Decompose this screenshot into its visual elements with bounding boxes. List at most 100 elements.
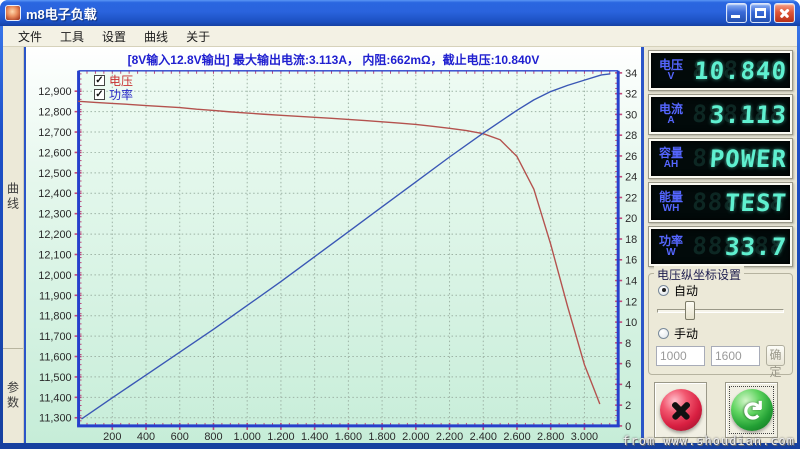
refresh-icon: ↻	[730, 389, 773, 431]
svg-text:32: 32	[625, 89, 637, 101]
app-icon	[5, 5, 21, 21]
svg-text:34: 34	[625, 68, 637, 80]
svg-text:600: 600	[171, 431, 189, 440]
readout-power-value: 33.7	[724, 232, 788, 261]
window-title: m8电子负载	[26, 6, 97, 22]
svg-text:8: 8	[625, 338, 631, 350]
group-title: 电压纵坐标设置	[654, 266, 745, 283]
title-bar: m8电子负载	[0, 0, 800, 26]
radio-auto-label: 自动	[674, 283, 699, 298]
readout-capacity-value: POWER	[708, 144, 788, 173]
menu-item-tools[interactable]: 工具	[60, 29, 85, 44]
watermark: from www.shoudian.com	[622, 434, 795, 448]
readout-voltage-unit: V	[667, 70, 675, 82]
menu-item-curve[interactable]: 曲线	[144, 29, 169, 44]
svg-text:12,900: 12,900	[38, 86, 71, 98]
legend-checkbox-power[interactable]: ✓	[94, 88, 105, 100]
radio-manual-label: 手动	[674, 326, 699, 341]
svg-text:20: 20	[625, 213, 637, 225]
svg-text:1,600: 1,600	[335, 431, 362, 440]
readout-current-label: 电流	[658, 101, 683, 116]
svg-text:24: 24	[625, 172, 637, 184]
refresh-button[interactable]: ↻	[725, 382, 778, 438]
svg-text:30: 30	[625, 109, 637, 121]
slider-groove	[657, 309, 784, 313]
sidebar-tab-params[interactable]: 参数	[5, 380, 20, 411]
voltage-axis-settings-group: 电压纵坐标设置 自动 手动 确定	[648, 266, 793, 379]
radio-auto[interactable]	[658, 284, 669, 296]
svg-text:12,300: 12,300	[38, 209, 71, 221]
svg-text:800: 800	[204, 431, 222, 440]
axis-max-input[interactable]	[711, 345, 760, 366]
readout-capacity-unit: AH	[663, 158, 679, 170]
close-button[interactable]	[774, 3, 795, 23]
readout-power: 功率 W 888888 33.7	[648, 226, 793, 267]
chart-canvas: 12,900 12,800 12,700 12,600 12,500 12,400 12,3…	[38, 68, 637, 440]
readout-power-unit: W	[666, 246, 676, 258]
svg-text:400: 400	[137, 431, 155, 440]
svg-text:12,700: 12,700	[38, 127, 71, 139]
svg-text:12,200: 12,200	[38, 229, 71, 241]
svg-text:2,600: 2,600	[503, 431, 530, 440]
svg-text:12,100: 12,100	[38, 249, 71, 261]
svg-text:11,600: 11,600	[39, 351, 72, 363]
svg-text:22: 22	[625, 192, 637, 204]
svg-text:12: 12	[625, 296, 637, 308]
svg-text:12,500: 12,500	[38, 168, 71, 180]
svg-text:4: 4	[625, 379, 631, 391]
readout-voltage-value: 10.840	[693, 56, 788, 85]
axis-min-input[interactable]	[656, 345, 705, 366]
legend-label-power: 功率	[109, 87, 134, 102]
readout-energy-value: TEST	[724, 188, 788, 217]
sidebar-tab-curve[interactable]: 曲线	[3, 47, 23, 349]
right-panel: 电压 V 888888 10.840 电流 A 888888 3.113 容量 AH 88…	[644, 47, 797, 443]
stop-button[interactable]	[654, 382, 707, 438]
legend-label-voltage: 电压	[109, 73, 134, 88]
svg-text:1,800: 1,800	[368, 431, 395, 440]
slider-thumb[interactable]	[684, 301, 695, 320]
readout-voltage: 电压 V 888888 10.840	[648, 50, 793, 91]
minimize-button[interactable]	[726, 3, 747, 23]
svg-text:12,600: 12,600	[38, 147, 71, 159]
maximize-button[interactable]	[750, 3, 771, 23]
action-buttons: ↻	[648, 382, 793, 438]
readout-capacity-label: 容量	[658, 145, 683, 160]
svg-text:11,500: 11,500	[39, 372, 72, 384]
readout-current-value: 3.113	[708, 100, 788, 129]
menu-item-settings[interactable]: 设置	[102, 29, 127, 44]
chart-legend: ✓ 电压 ✓ 功率	[94, 73, 134, 102]
svg-text:1,400: 1,400	[301, 431, 328, 440]
confirm-button[interactable]: 确定	[766, 345, 785, 379]
svg-text:12,800: 12,800	[38, 107, 71, 119]
menu-item-file[interactable]: 文件	[18, 29, 43, 44]
legend-checkbox-voltage[interactable]: ✓	[94, 74, 105, 86]
menu-bar: 文件 工具 设置 曲线 关于	[3, 26, 797, 47]
maximize-icon	[755, 8, 766, 18]
left-tab-strip: 曲线 参数	[3, 47, 24, 443]
svg-text:200: 200	[103, 431, 121, 440]
axis-scale-slider[interactable]	[657, 301, 784, 321]
main-content: 曲线 参数 [8V输入12.8V输出] 最大输出电流:3.113A， 内阻:66…	[3, 47, 797, 443]
svg-text:2: 2	[625, 400, 631, 412]
radio-manual[interactable]	[658, 327, 669, 339]
chart-title: [8V输入12.8V输出] 最大输出电流:3.113A， 内阻:662mΩ，截止…	[127, 53, 540, 67]
svg-text:6: 6	[625, 359, 631, 371]
readout-energy-unit: WH	[662, 202, 680, 214]
readout-current-unit: A	[667, 114, 675, 126]
readout-energy: 能量 WH 888888 TEST	[648, 182, 793, 223]
svg-text:2,400: 2,400	[470, 431, 497, 440]
svg-text:11,800: 11,800	[39, 311, 72, 323]
minimize-icon	[731, 15, 740, 18]
svg-text:11,700: 11,700	[39, 331, 72, 343]
chart-panel: [8V输入12.8V输出] 最大输出电流:3.113A， 内阻:662mΩ，截止…	[24, 47, 644, 443]
svg-text:11,300: 11,300	[39, 413, 72, 425]
stop-icon	[659, 389, 702, 431]
svg-text:14: 14	[625, 276, 637, 288]
svg-text:11,900: 11,900	[39, 290, 72, 302]
menu-item-about[interactable]: 关于	[186, 29, 211, 44]
readout-energy-label: 能量	[658, 189, 683, 204]
svg-text:2,200: 2,200	[436, 431, 463, 440]
svg-text:28: 28	[625, 130, 637, 142]
readout-power-label: 功率	[658, 233, 683, 248]
